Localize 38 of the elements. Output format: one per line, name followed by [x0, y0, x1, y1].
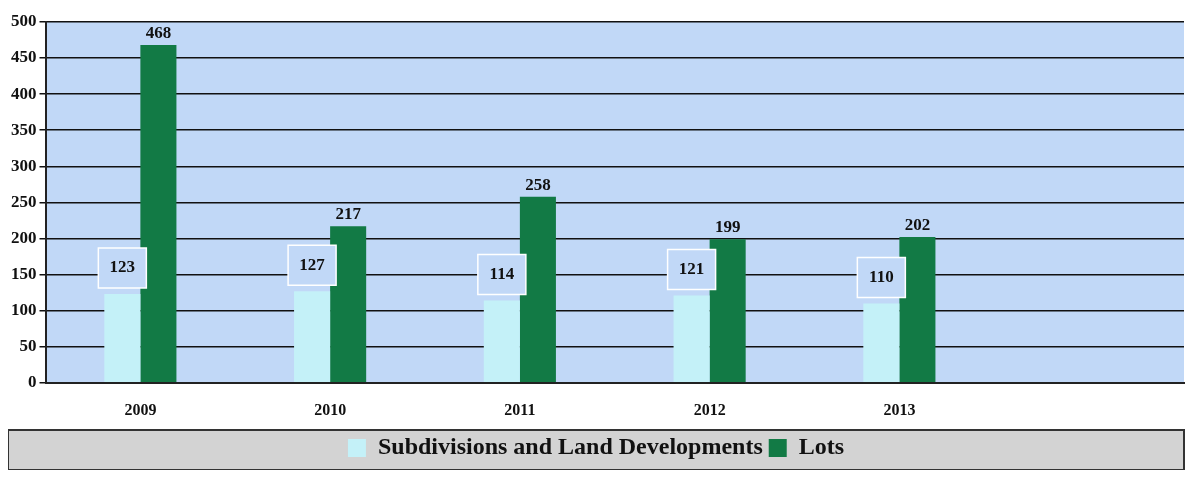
y-tick-label: 50: [19, 336, 37, 356]
bar: [863, 303, 900, 383]
x-tick-label: 2010: [314, 400, 347, 418]
y-tick-label: 0: [28, 372, 37, 392]
bar: [709, 239, 746, 383]
bar: [673, 295, 710, 383]
legend-label: Subdivisions and Land Developments: [377, 433, 763, 460]
y-tick-label: 450: [11, 47, 37, 67]
x-tick-label: 2012: [693, 400, 726, 418]
bar: [519, 196, 556, 383]
data-label: 121: [678, 258, 705, 278]
x-tick-label: 2011: [504, 400, 536, 418]
data-label: 217: [335, 204, 362, 224]
x-tick-label: 2009: [124, 400, 157, 418]
data-label: 202: [904, 214, 931, 234]
bar: [104, 294, 141, 383]
x-tick-label: 2013: [883, 400, 916, 418]
y-tick-label: 250: [11, 191, 37, 211]
bar: [483, 300, 520, 383]
y-tick-label: 400: [11, 83, 37, 103]
bar: [330, 226, 367, 383]
data-label: 199: [714, 217, 741, 237]
bar: [294, 291, 331, 383]
data-label: 468: [145, 22, 172, 42]
bar: [140, 45, 177, 383]
data-label: 123: [109, 257, 136, 277]
data-label: 110: [869, 266, 894, 286]
y-tick-label: 200: [11, 227, 37, 247]
bar: [899, 237, 936, 383]
y-tick-label: 300: [11, 155, 37, 175]
data-label: 258: [525, 174, 551, 194]
y-tick-label: 500: [11, 11, 37, 31]
y-tick-label: 150: [11, 263, 37, 283]
y-tick-label: 100: [11, 300, 37, 320]
legend-label: Lots: [798, 433, 845, 460]
data-label: 127: [299, 254, 326, 274]
y-tick-label: 350: [11, 119, 37, 139]
data-label: 114: [489, 263, 515, 283]
